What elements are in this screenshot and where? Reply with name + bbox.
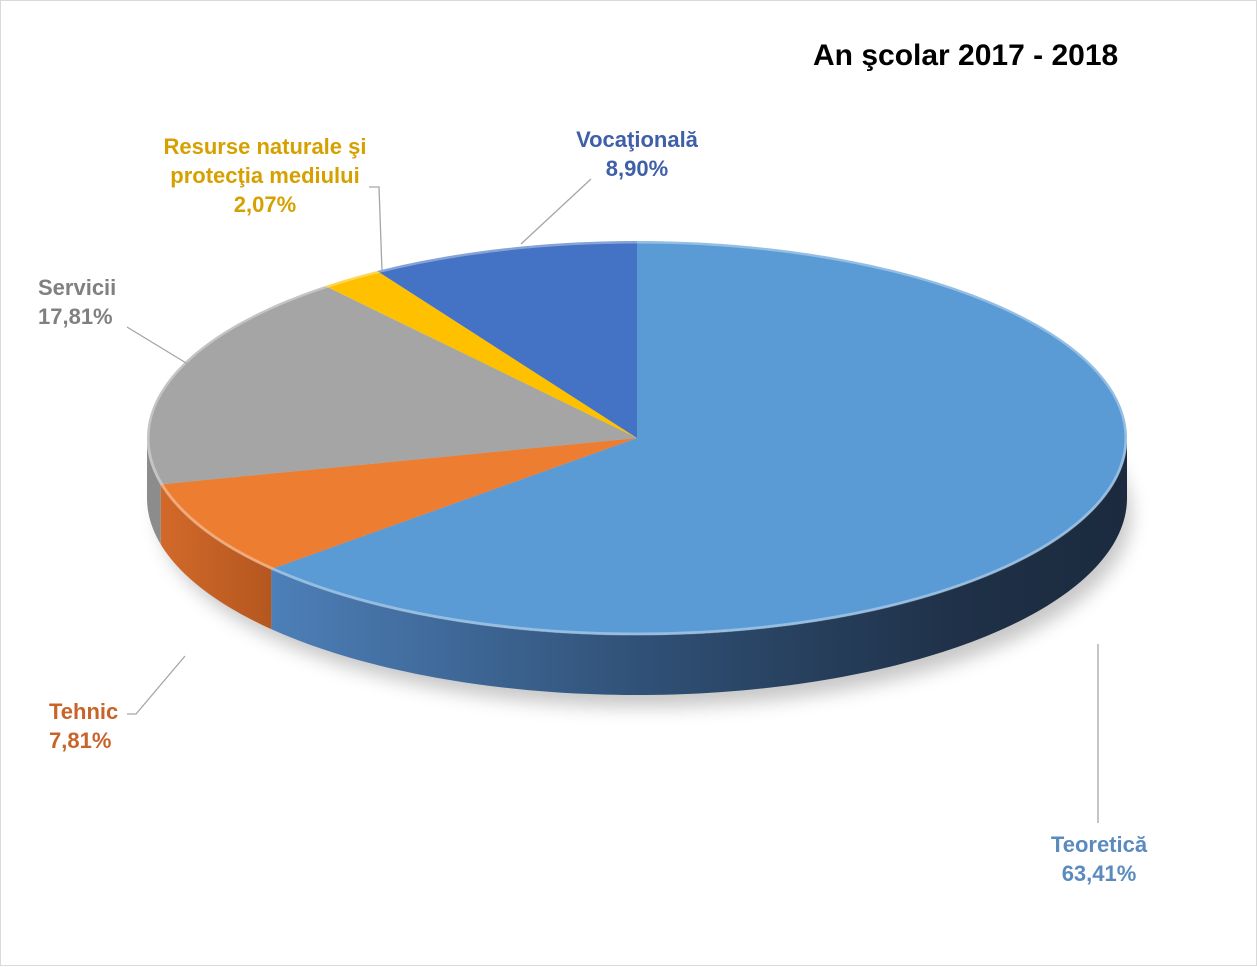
data-label-resurse-name-line2: protecţia mediului — [170, 163, 360, 188]
pie-side-teoretica — [271, 438, 1127, 695]
data-label-vocationala: Vocaţională 8,90% — [567, 125, 707, 183]
leader-line-vocationala — [520, 178, 592, 245]
pie-side-tehnic — [160, 484, 272, 630]
leader-line-tehnic — [127, 655, 186, 715]
pie-slice-tehnic — [160, 438, 637, 570]
data-label-vocationala-name: Vocaţională — [576, 127, 698, 152]
data-label-resurse-value: 2,07% — [233, 192, 297, 217]
leader-line-resurse — [369, 186, 383, 272]
data-label-teoretica: Teoretică 63,41% — [1037, 830, 1161, 888]
data-label-tehnic-name: Tehnic — [49, 699, 119, 724]
chart-title: An şcolar 2017 - 2018 — [813, 39, 1119, 72]
pie-side-servicii — [147, 438, 161, 545]
leader-line-servicii — [126, 326, 197, 370]
data-label-tehnic: Tehnic 7,81% — [49, 697, 118, 755]
data-label-servicii-value: 17,81% — [38, 304, 113, 329]
data-label-resurse-name-line1: Resurse naturale şi — [163, 134, 367, 159]
pie-slice-resurse — [325, 271, 637, 438]
data-label-teoretica-name: Teoretică — [1050, 832, 1148, 857]
data-label-servicii: Servicii 17,81% — [38, 273, 116, 331]
pie-slice-teoretica — [271, 241, 1127, 635]
pie-slice-servicii — [147, 285, 637, 485]
data-label-resurse: Resurse naturale şi protecţia mediului 2… — [149, 132, 381, 219]
pie-rim-highlight — [146, 240, 1128, 636]
data-label-tehnic-value: 7,81% — [49, 728, 112, 753]
data-label-servicii-name: Servicii — [38, 275, 117, 300]
pie-slice-vocationala — [377, 241, 637, 438]
data-label-vocationala-value: 8,90% — [605, 156, 669, 181]
data-label-teoretica-value: 63,41% — [1061, 861, 1137, 886]
